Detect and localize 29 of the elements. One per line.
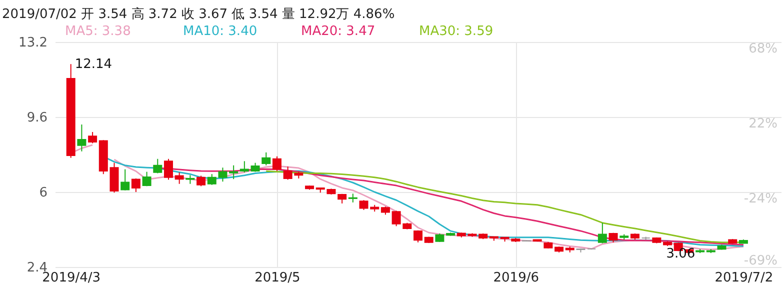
candlestick [414, 230, 422, 243]
candlestick [598, 222, 607, 244]
x-tick-label: 2019/4/3 [42, 270, 101, 285]
text: MA5: 3.38 [65, 24, 131, 39]
candlestick [77, 124, 86, 152]
candlestick [174, 172, 184, 184]
candlestick [229, 164, 238, 180]
x-tick-label: 2019/7/2 [714, 270, 774, 285]
candlestick [164, 158, 173, 180]
y-tick-label: 13.2 [18, 36, 48, 50]
candlestick [262, 152, 271, 166]
text: MA20: 3.47 [301, 24, 376, 39]
x-tick-label: 2019/6 [493, 270, 540, 285]
y-tick-label: 9.6 [26, 110, 48, 126]
candlestick [88, 132, 98, 144]
candlestick [272, 156, 282, 172]
chart-title: 2019/07/02 开 3.54 高 3.72 收 3.67 低 3.54 量 12.92万 4.86% [2, 6, 395, 22]
candlestick [240, 160, 249, 173]
candlestick [196, 175, 206, 187]
candlestick [131, 178, 140, 192]
candlestick [120, 168, 130, 191]
candlestick [153, 158, 162, 174]
candlestick [142, 171, 152, 187]
x-tick-label: 2019/5 [254, 270, 300, 285]
text: MA30: 3.59 [419, 24, 494, 39]
text: MA10: 3.40 [183, 24, 258, 39]
annotation: 12.14 [74, 57, 112, 72]
annotation: 3.06 [666, 246, 696, 262]
y-tick-label: 6 [39, 186, 48, 200]
